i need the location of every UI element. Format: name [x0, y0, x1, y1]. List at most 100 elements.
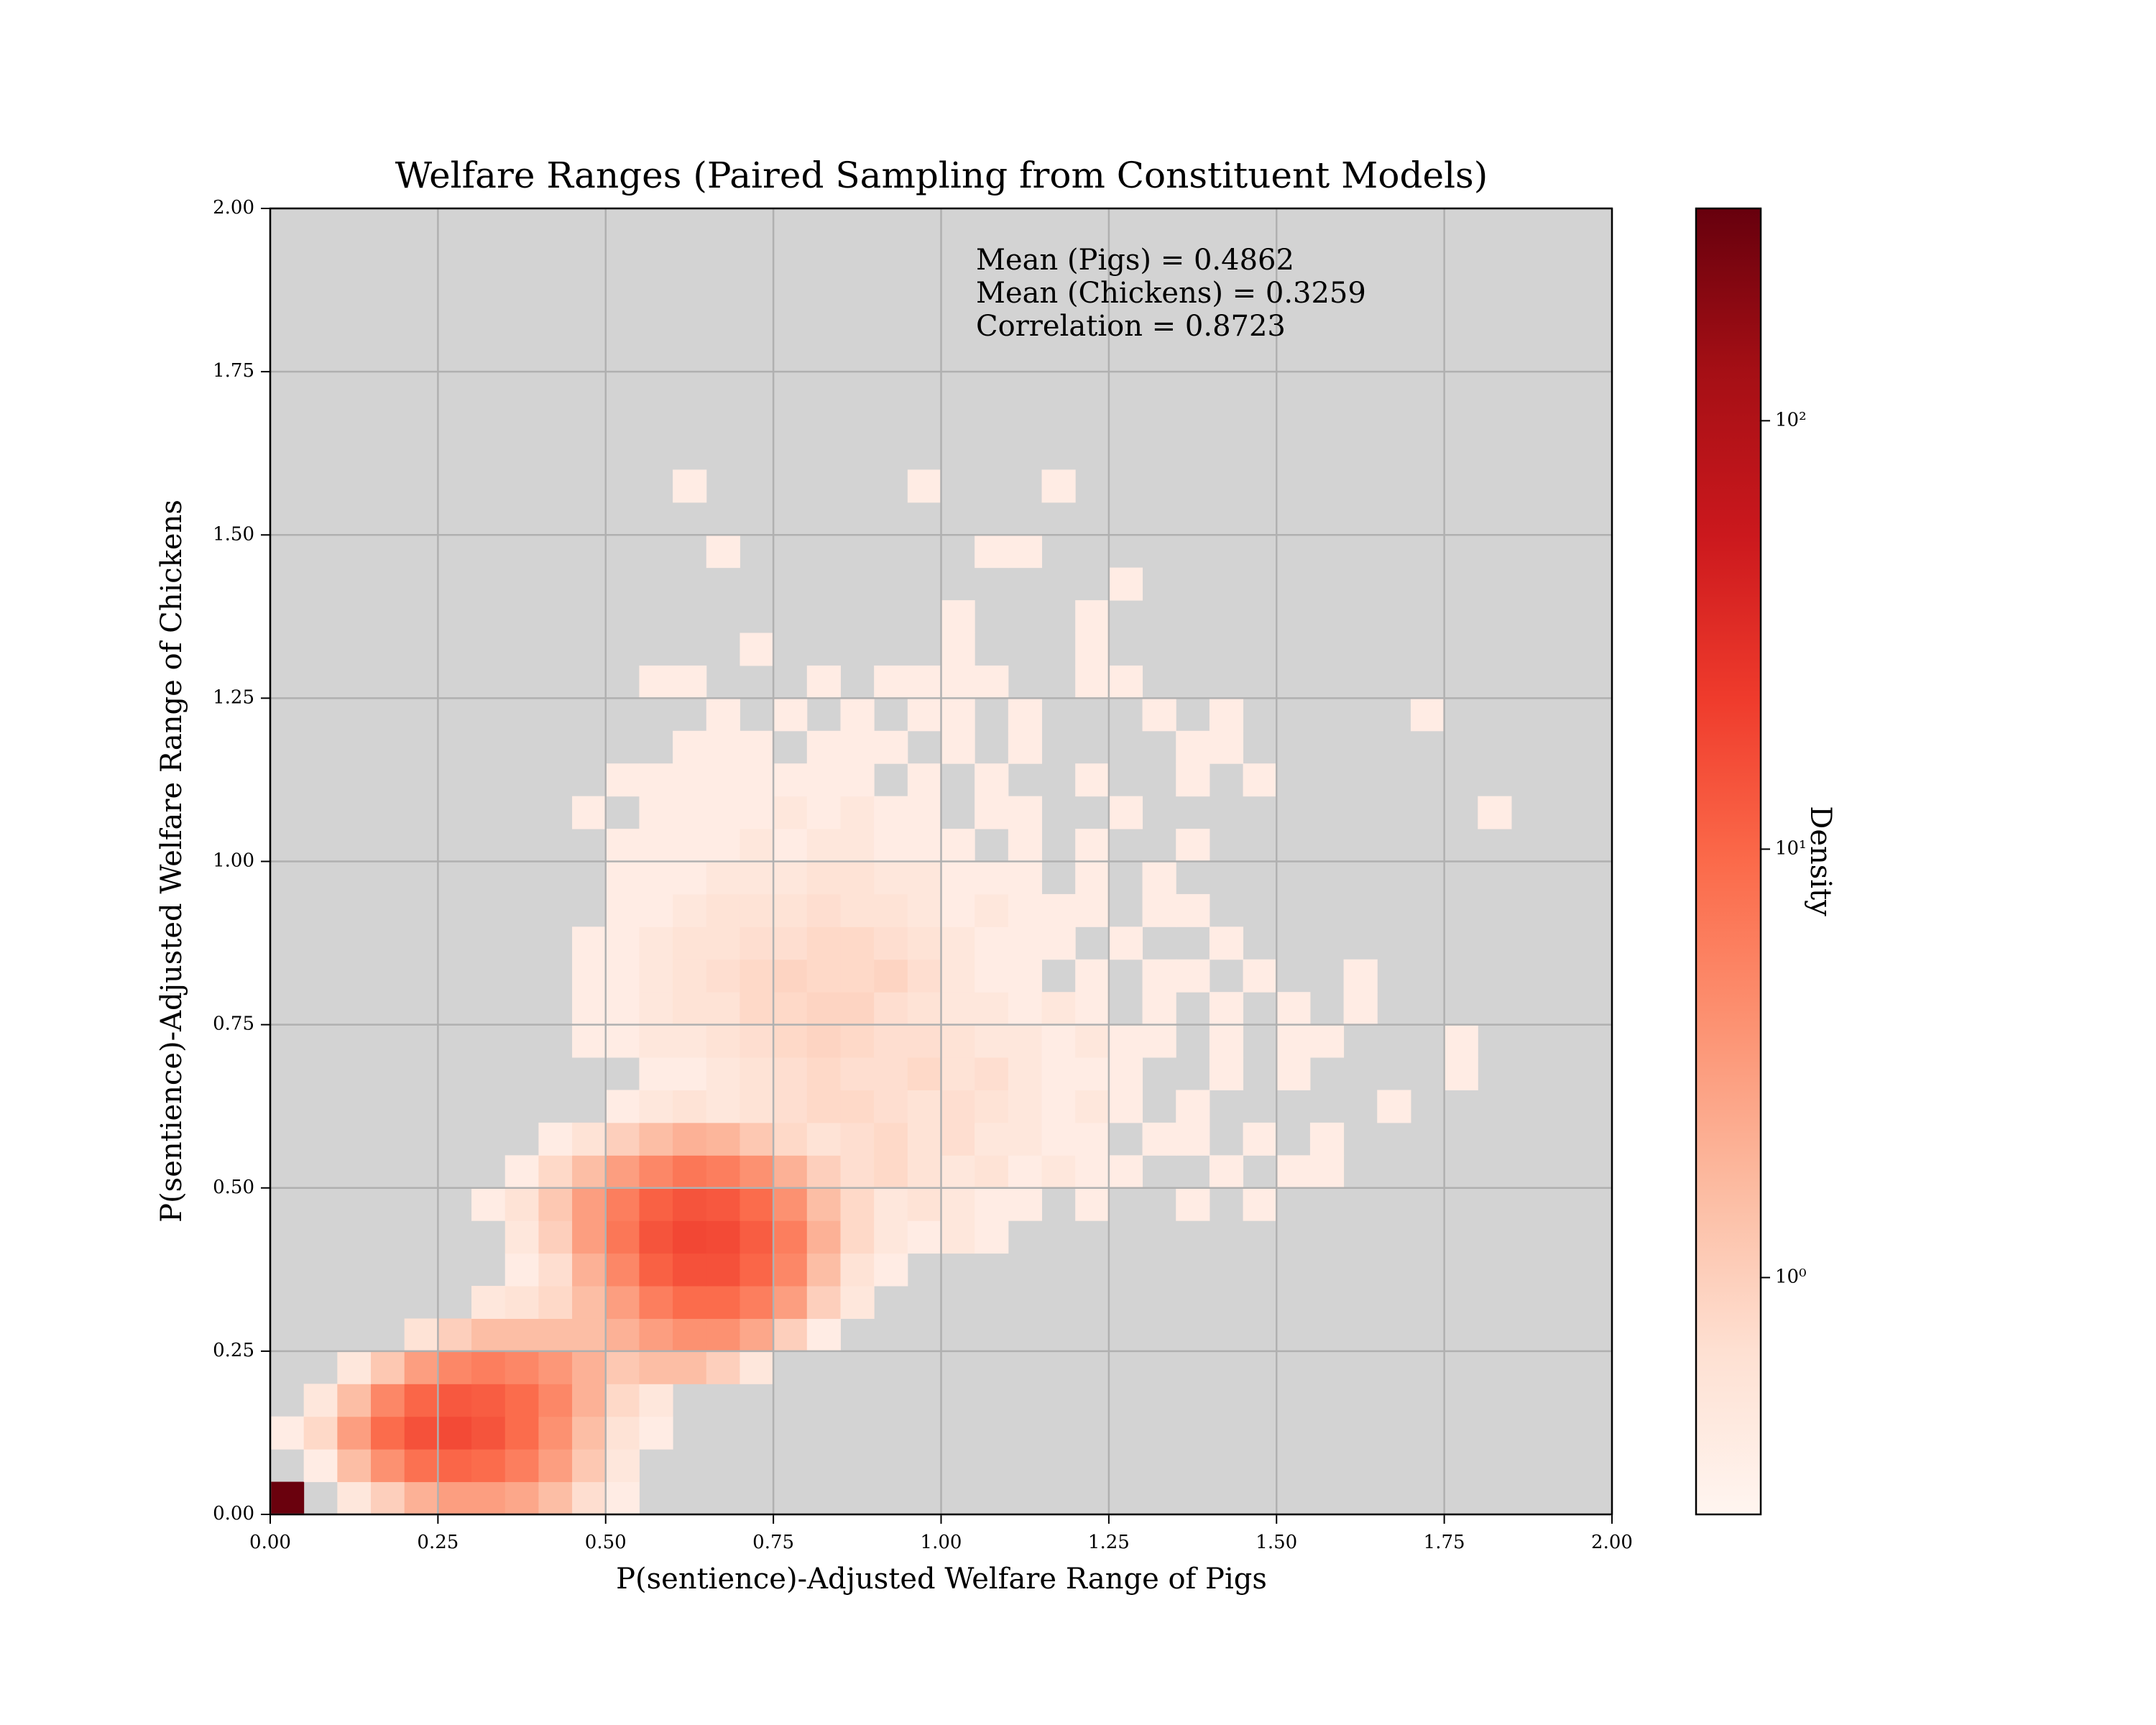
- heatmap-cell: [673, 1351, 707, 1384]
- heatmap-cell: [1108, 1024, 1143, 1058]
- axes-frame: [269, 207, 1613, 1516]
- heatmap-cell: [572, 1481, 607, 1515]
- heatmap-cell: [438, 1481, 472, 1515]
- y-tick-label: 1.00: [213, 850, 254, 872]
- heatmap-cell: [806, 1024, 841, 1058]
- x-tick-label: 0.50: [585, 1532, 627, 1553]
- heatmap-cell: [975, 1090, 1009, 1123]
- heatmap-cell: [706, 1253, 740, 1287]
- heatmap-cell: [941, 730, 975, 764]
- heatmap-cell: [1444, 1024, 1478, 1058]
- heatmap-cell: [1075, 665, 1110, 699]
- heatmap-cell: [840, 1090, 875, 1123]
- heatmap-cell: [740, 1253, 774, 1287]
- heatmap-cell: [673, 469, 707, 503]
- heatmap-cell: [740, 1318, 774, 1352]
- heatmap-cell: [740, 796, 774, 829]
- heatmap-cell: [572, 1253, 607, 1287]
- heatmap-cell: [874, 829, 908, 862]
- heatmap-cell: [1108, 1155, 1143, 1189]
- heatmap-cell: [639, 926, 673, 960]
- heatmap-cell: [605, 1090, 640, 1123]
- heatmap-cell: [1075, 861, 1110, 895]
- heatmap-cell: [605, 926, 640, 960]
- heatmap-cell: [1209, 730, 1244, 764]
- heatmap-cell: [773, 1057, 808, 1090]
- heatmap-cell: [404, 1416, 438, 1450]
- heatmap-cell: [806, 861, 841, 895]
- heatmap-cell: [874, 730, 908, 764]
- heatmap-cell: [941, 992, 975, 1026]
- heatmap-cell: [1243, 1187, 1277, 1221]
- heatmap-cell: [806, 763, 841, 797]
- heatmap-cell: [505, 1286, 539, 1319]
- heatmap-cell: [1108, 796, 1143, 829]
- heatmap-cell: [673, 665, 707, 699]
- heatmap-cell: [639, 1187, 673, 1221]
- heatmap-cell: [1276, 992, 1311, 1026]
- heatmap-cell: [840, 861, 875, 895]
- heatmap-cell: [773, 1122, 808, 1156]
- heatmap-cell: [605, 959, 640, 993]
- heatmap-cell: [706, 1155, 740, 1189]
- heatmap-cell: [874, 1220, 908, 1254]
- heatmap-cell: [874, 796, 908, 829]
- heatmap-cell: [639, 665, 673, 699]
- heatmap-cell: [907, 893, 941, 927]
- heatmap-cell: [840, 1155, 875, 1189]
- heatmap-cell: [1041, 1122, 1076, 1156]
- heatmap-cell: [572, 1187, 607, 1221]
- heatmap-cell: [706, 829, 740, 862]
- annotation: Correlation = 0.8723: [976, 310, 1286, 343]
- heatmap-cell: [706, 763, 740, 797]
- heatmap-cell: [773, 1318, 808, 1352]
- heatmap-cell: [840, 763, 875, 797]
- heatmap-cell: [572, 992, 607, 1026]
- heatmap-cell: [1075, 959, 1110, 993]
- heatmap-cell: [538, 1220, 573, 1254]
- heatmap-cell: [706, 1024, 740, 1058]
- chart-title: Welfare Ranges (Paired Sampling from Con…: [395, 155, 1488, 196]
- heatmap-cell: [1008, 796, 1043, 829]
- heatmap-cell: [505, 1481, 539, 1515]
- heatmap-cell: [538, 1481, 573, 1515]
- heatmap-cell: [1108, 567, 1143, 601]
- heatmap-cell: [303, 1449, 338, 1483]
- heatmap-cell: [975, 926, 1009, 960]
- heatmap-cell: [605, 1122, 640, 1156]
- heatmap-cell: [941, 632, 975, 666]
- heatmap-cell: [840, 1122, 875, 1156]
- heatmap-cell: [806, 1318, 841, 1352]
- heatmap-cell: [371, 1449, 405, 1483]
- heatmap-cell: [639, 1318, 673, 1352]
- heatmap-cell: [605, 861, 640, 895]
- heatmap-cell: [975, 1187, 1009, 1221]
- heatmap-cell: [605, 1253, 640, 1287]
- heatmap-cell: [941, 698, 975, 732]
- heatmap-cell: [773, 829, 808, 862]
- heatmap-cell: [1041, 893, 1076, 927]
- heatmap-cell: [773, 1155, 808, 1189]
- heatmap-cell: [572, 1449, 607, 1483]
- heatmap-cell: [438, 1416, 472, 1450]
- heatmap-cell: [673, 1057, 707, 1090]
- heatmap-cell: [773, 698, 808, 732]
- heatmap-cell: [639, 1057, 673, 1090]
- heatmap-cell: [740, 926, 774, 960]
- heatmap-cell: [773, 1187, 808, 1221]
- heatmap-cell: [941, 1187, 975, 1221]
- heatmap-cell: [1008, 1057, 1043, 1090]
- heatmap-cell: [1075, 1155, 1110, 1189]
- heatmap-cell: [1309, 1024, 1345, 1058]
- heatmap-cell: [1276, 1057, 1311, 1090]
- heatmap-cell: [1008, 1122, 1043, 1156]
- heatmap-cell: [471, 1351, 506, 1384]
- heatmap-cell: [1008, 893, 1043, 927]
- heatmap-cell: [572, 959, 607, 993]
- x-tick-label: 0.25: [417, 1532, 459, 1553]
- heatmap-cell: [907, 665, 941, 699]
- heatmap-cell: [605, 829, 640, 862]
- heatmap-cell: [639, 959, 673, 993]
- heatmap-cell: [806, 1090, 841, 1123]
